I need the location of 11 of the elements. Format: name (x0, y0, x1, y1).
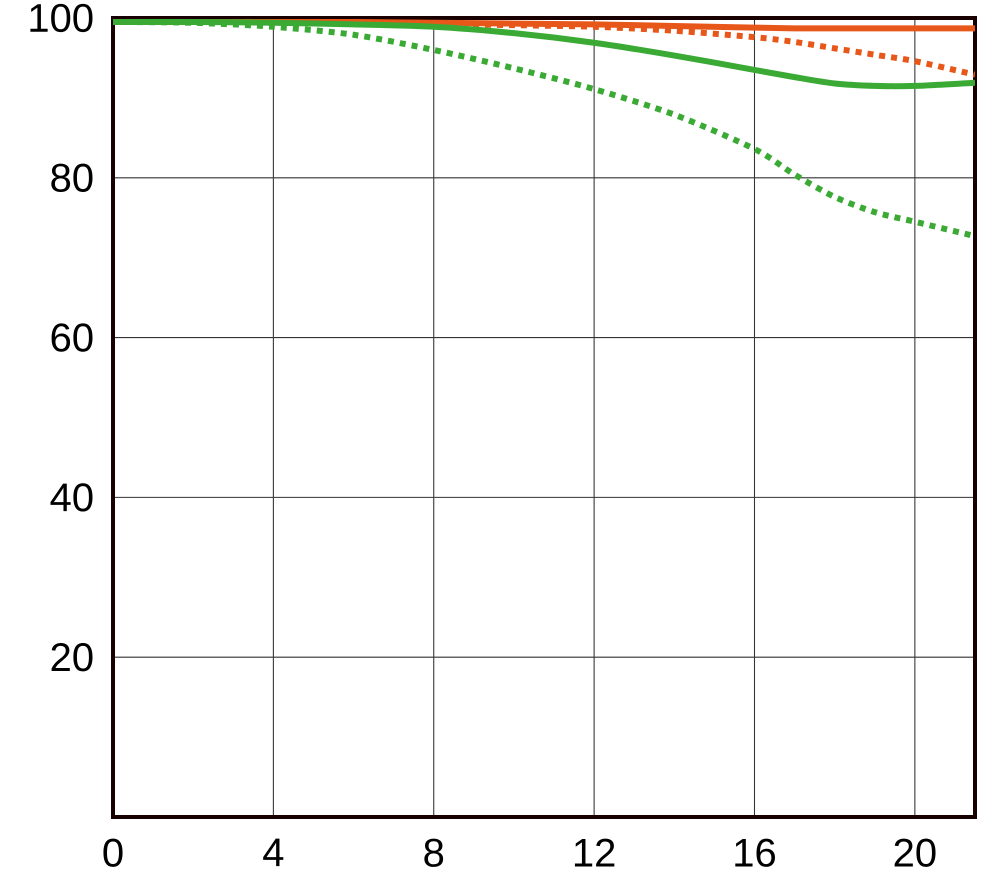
x-tick-label: 16 (735, 838, 775, 867)
y-tick-label: 80 (51, 164, 92, 192)
x-tick-label: 8 (424, 838, 444, 867)
x-tick-label: 20 (894, 838, 936, 867)
y-tick-label: 60 (52, 323, 92, 352)
y-tick-label: 20 (52, 643, 92, 672)
x-tick-label: 4 (263, 838, 284, 866)
x-tick-label: 12 (574, 838, 614, 867)
y-tick-label: 40 (50, 483, 92, 512)
y-tick-label: 100 (30, 4, 92, 32)
x-tick-label: 0 (103, 838, 123, 867)
